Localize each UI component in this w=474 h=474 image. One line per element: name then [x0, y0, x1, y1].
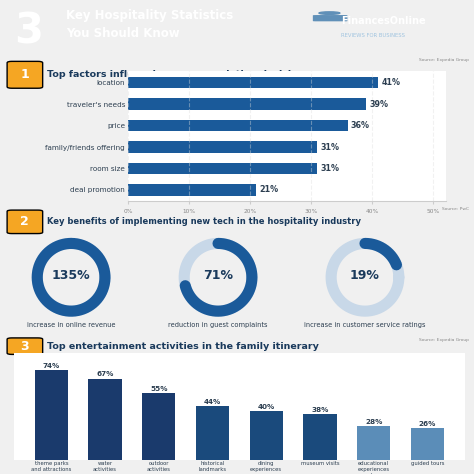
Text: Top factors influencing accommodation decisions: Top factors influencing accommodation de…: [47, 70, 310, 79]
FancyBboxPatch shape: [7, 210, 43, 234]
Text: 1: 1: [20, 68, 29, 82]
Text: 55%: 55%: [150, 386, 167, 392]
Text: Source: Expedia Group: Source: Expedia Group: [419, 338, 469, 342]
Bar: [128, 141, 317, 153]
Text: 3: 3: [14, 10, 43, 52]
Bar: [128, 99, 366, 109]
Text: 31%: 31%: [320, 143, 339, 152]
FancyBboxPatch shape: [7, 61, 43, 88]
Text: 74%: 74%: [43, 363, 60, 369]
Text: 28%: 28%: [365, 419, 383, 425]
Bar: [303, 414, 337, 460]
FancyBboxPatch shape: [7, 338, 43, 355]
Bar: [128, 163, 317, 174]
Text: 40%: 40%: [257, 404, 275, 410]
Bar: [250, 411, 283, 460]
Text: 41%: 41%: [382, 78, 401, 87]
Text: Source: PwC: Source: PwC: [442, 208, 469, 211]
Text: 19%: 19%: [350, 269, 380, 282]
Text: increase in customer service ratings: increase in customer service ratings: [304, 322, 426, 328]
Text: 21%: 21%: [259, 185, 278, 194]
Text: 135%: 135%: [52, 269, 91, 282]
Text: 31%: 31%: [320, 164, 339, 173]
Text: Key benefits of implementing new tech in the hospitality industry: Key benefits of implementing new tech in…: [47, 218, 361, 226]
Text: 39%: 39%: [369, 100, 388, 109]
Bar: [142, 393, 175, 460]
Text: reduction in guest complaints: reduction in guest complaints: [168, 322, 268, 328]
Circle shape: [329, 16, 346, 18]
Circle shape: [314, 16, 331, 18]
Text: 71%: 71%: [203, 269, 233, 282]
Text: 2: 2: [20, 215, 29, 228]
Text: increase in online revenue: increase in online revenue: [27, 322, 115, 328]
Text: 3: 3: [20, 340, 29, 353]
Bar: [128, 77, 378, 88]
Bar: [89, 379, 122, 460]
Text: 36%: 36%: [351, 121, 370, 130]
FancyBboxPatch shape: [313, 15, 347, 21]
Text: REVIEWS FOR BUSINESS: REVIEWS FOR BUSINESS: [341, 33, 405, 38]
Bar: [411, 428, 444, 460]
Bar: [35, 370, 68, 460]
Text: 67%: 67%: [96, 371, 114, 377]
Text: Key Hospitality Statistics
You Should Know: Key Hospitality Statistics You Should Kn…: [66, 9, 234, 40]
Text: FinancesOnline: FinancesOnline: [341, 16, 426, 26]
Bar: [128, 184, 256, 196]
Bar: [357, 426, 390, 460]
Bar: [196, 406, 229, 460]
Text: 26%: 26%: [419, 421, 436, 427]
Text: Source: Expedia Group: Source: Expedia Group: [419, 58, 469, 63]
Text: 38%: 38%: [311, 407, 328, 412]
Bar: [128, 120, 348, 131]
Circle shape: [319, 12, 340, 14]
Text: Top entertainment activities in the family itinerary: Top entertainment activities in the fami…: [47, 342, 319, 351]
Text: 44%: 44%: [204, 399, 221, 405]
